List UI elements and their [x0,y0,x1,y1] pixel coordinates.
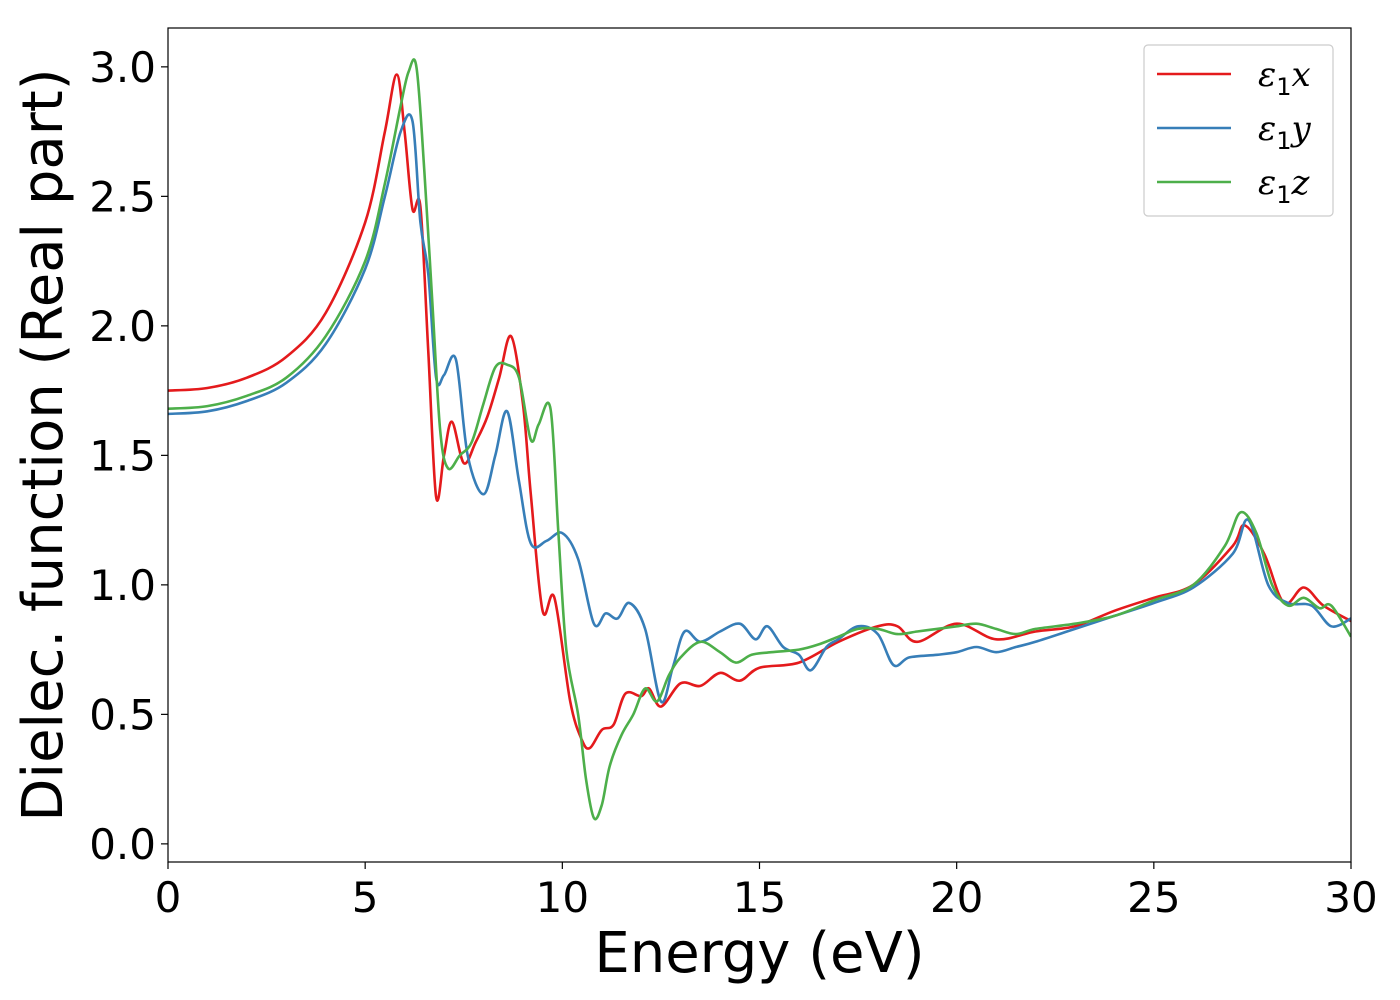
x-tick-label: 10 [536,873,589,922]
x-tick-label: 0 [155,873,182,922]
x-tick-label: 20 [930,873,983,922]
series-line-z [168,58,1351,821]
y-tick-label: 3.0 [89,43,156,92]
legend: ε1x ε1y ε1z [1143,44,1334,217]
y-tick-label: 1.5 [89,431,156,480]
y-axis-label: Dielec. function (Real part) [11,68,76,821]
series-line-x [168,73,1351,750]
x-tick-label: 30 [1324,873,1377,922]
series-line-y [168,113,1351,704]
y-tick-label: 2.0 [89,302,156,351]
y-tick-label: 2.5 [89,172,156,221]
x-tick-label: 5 [352,873,379,922]
legend-label: ε1x [1258,55,1311,101]
y-tick-label: 0.0 [89,820,156,869]
x-tick-label: 15 [733,873,786,922]
x-axis-label: Energy (eV) [594,921,924,986]
legend-label: ε1z [1258,163,1311,209]
x-axis-ticks: 0 5 10 15 20 25 30 [155,862,1378,922]
legend-box [1143,44,1334,217]
y-tick-label: 0.5 [89,690,156,739]
series-layer [168,58,1351,821]
plot-frame [167,27,1352,863]
y-axis-ticks: 0.0 0.5 1.0 1.5 2.0 2.5 3.0 [89,43,168,869]
y-tick-label: 1.0 [89,561,156,610]
x-tick-label: 25 [1127,873,1180,922]
legend-label: ε1y [1258,109,1312,155]
